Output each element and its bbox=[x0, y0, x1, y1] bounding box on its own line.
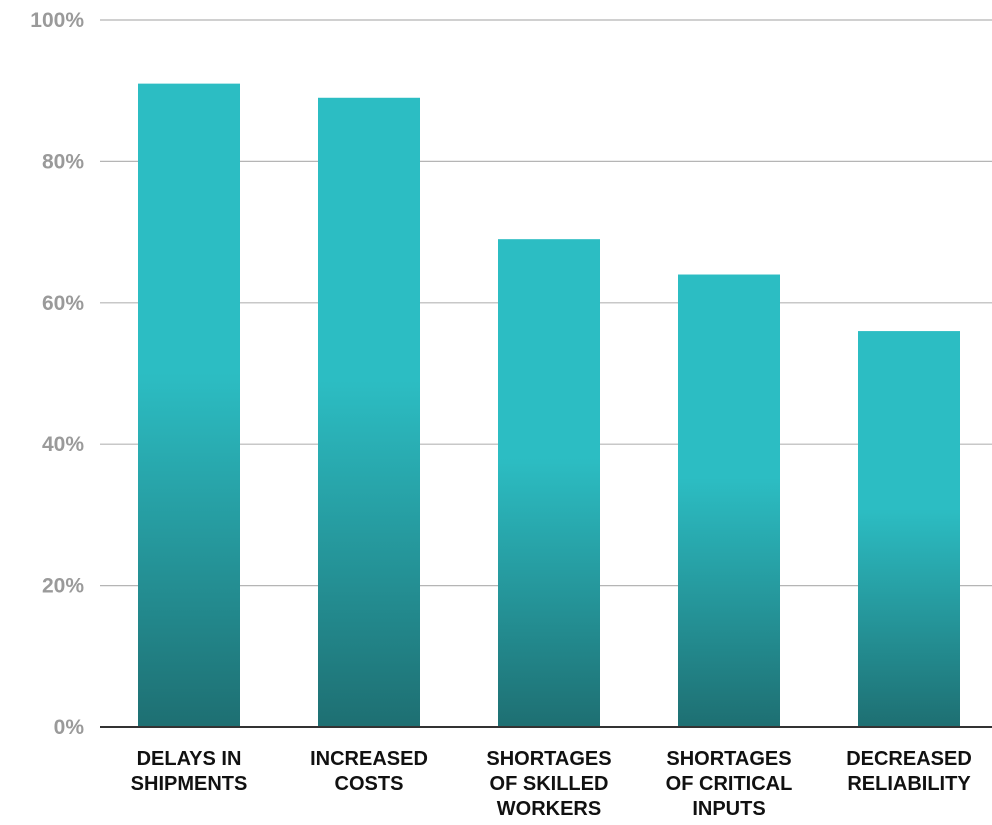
x-tick-label-line: SHORTAGES bbox=[666, 748, 791, 770]
bar bbox=[858, 331, 960, 727]
x-tick-label-line: INCREASED bbox=[310, 748, 428, 770]
x-tick-label-line: OF SKILLED bbox=[490, 773, 609, 795]
x-tick-label-line: SHIPMENTS bbox=[131, 773, 248, 795]
bars bbox=[138, 83, 960, 728]
y-tick-label: 20% bbox=[42, 575, 84, 598]
bar bbox=[138, 83, 240, 727]
x-axis-tick-labels: DELAYS IN SHIPMENTS INCREASED COSTS SHORTAGE… bbox=[131, 748, 972, 820]
x-tick-label-line: DECREASED bbox=[846, 748, 972, 770]
x-tick-label: SHORTAGES OF CRITICAL INPUTS bbox=[666, 748, 793, 820]
x-tick-label: SHORTAGES OF SKILLED WORKERS bbox=[486, 748, 611, 820]
x-tick-label-line: DELAYS IN bbox=[137, 748, 242, 770]
x-tick-label-line: RELIABILITY bbox=[847, 773, 971, 795]
x-tick-label: DECREASED RELIABILITY bbox=[846, 748, 972, 795]
y-axis-tick-labels: 0% 20% 40% 60% 80% 100% bbox=[30, 9, 84, 739]
bar bbox=[678, 274, 780, 727]
y-tick-label: 60% bbox=[42, 292, 84, 315]
y-tick-label: 100% bbox=[30, 9, 84, 32]
bar bbox=[498, 239, 600, 728]
x-tick-label: DELAYS IN SHIPMENTS bbox=[131, 748, 248, 795]
x-tick-label-line: COSTS bbox=[335, 773, 404, 795]
x-tick-label-line: SHORTAGES bbox=[486, 748, 611, 770]
y-tick-label: 0% bbox=[54, 716, 85, 739]
x-tick-label-line: WORKERS bbox=[497, 798, 601, 820]
x-tick-label-line: INPUTS bbox=[692, 798, 765, 820]
y-tick-label: 80% bbox=[42, 150, 84, 173]
y-tick-label: 40% bbox=[42, 433, 84, 456]
x-tick-label: INCREASED COSTS bbox=[310, 748, 428, 795]
x-tick-label-line: OF CRITICAL bbox=[666, 773, 793, 795]
bar bbox=[318, 97, 420, 727]
